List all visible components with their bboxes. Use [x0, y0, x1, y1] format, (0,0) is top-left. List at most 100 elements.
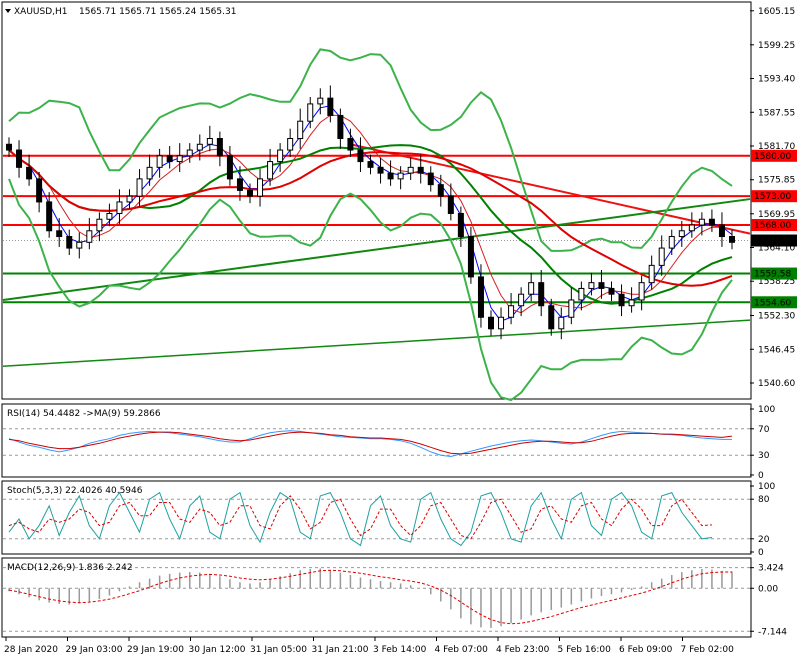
candle-body [66, 236, 73, 249]
macd-signal-line [8, 569, 732, 625]
candle-body [437, 184, 444, 197]
candle-body [397, 172, 404, 180]
candle-body [16, 149, 23, 168]
candle-body [337, 114, 344, 140]
dropdown-triangle-icon[interactable] [5, 9, 11, 13]
time-tick-label: 31 Jan 05:00 [250, 645, 307, 655]
level-label-box [751, 149, 797, 162]
candle-body [36, 178, 43, 203]
candle-body [688, 224, 695, 232]
price-tick-label: 1569.95 [758, 210, 795, 220]
level-label: 100 [758, 405, 775, 415]
time-tick-label: 4 Feb 07:00 [435, 645, 489, 655]
rsi-line [8, 430, 732, 458]
candle-body [447, 195, 454, 214]
level-label: 1559.58 [754, 270, 791, 280]
macd-title: MACD(12,26,9) 1.836 2.242 [7, 563, 133, 573]
level-label-box [751, 267, 797, 280]
candle-body [86, 230, 93, 243]
price-axis: 1605.15 1599.25 1593.40 1587.55 1581.70 1575.… [750, 7, 795, 389]
level-label: 0 [758, 471, 764, 481]
candle-body [558, 316, 565, 330]
candle-body [488, 316, 494, 330]
candle-body [498, 316, 505, 330]
time-tick-label: 29 Jan 19:00 [127, 645, 184, 655]
price-tick-label: 1575.85 [758, 176, 795, 186]
candle-body [729, 236, 735, 243]
candle-body [518, 293, 525, 307]
time-tick-label: 3 Feb 14:00 [373, 645, 427, 655]
candle-body [76, 241, 83, 249]
red-trendline [350, 143, 751, 235]
stochastic-layer: 100 80 20 0 [3, 482, 775, 558]
candle-body [46, 201, 53, 232]
level-label: 100 [758, 482, 775, 492]
candle-body [196, 143, 203, 151]
candle-body [407, 166, 414, 174]
candle-body [618, 293, 625, 307]
candle-body [327, 97, 334, 116]
price-tick-label: 1599.25 [758, 41, 795, 51]
stoch-k-line [8, 491, 712, 547]
level-label: 80 [758, 495, 770, 505]
candle-body [287, 138, 294, 151]
candle-body [116, 201, 123, 214]
time-tick-label: 31 Jan 21:00 [312, 645, 369, 655]
macd-panel-frame [1, 557, 752, 638]
candle-body [648, 264, 655, 284]
candle-body [106, 212, 113, 220]
candle-body [708, 218, 715, 226]
symbol-title: XAUUSD,H1 [14, 7, 68, 17]
bollinger-upper [8, 48, 733, 252]
rsi-ma-line [8, 431, 733, 455]
level-label: 3.424 [758, 564, 784, 574]
candle-body [588, 282, 595, 289]
current-price-label: 1565.31 [754, 237, 791, 247]
level-label: 30 [758, 451, 770, 461]
level-label: 0.00 [758, 584, 778, 594]
price-tick-label: 1546.45 [758, 345, 795, 355]
time-tick-label: 5 Feb 16:00 [558, 645, 612, 655]
candle-body [307, 103, 314, 122]
stoch-title: Stoch(5,3,3) 22.4026 40.5946 [7, 486, 143, 496]
price-tick-label: 1540.60 [758, 379, 795, 389]
candle-body [528, 282, 535, 295]
rsi-layer: 100 70 30 0 [3, 405, 775, 481]
candle-body [508, 305, 515, 318]
level-label: 1568.00 [754, 221, 791, 231]
candle-body [668, 236, 675, 249]
price-chart-layer [2, 48, 751, 402]
green-trendline-lower [2, 319, 751, 368]
candle-body [226, 155, 233, 180]
candle-body [56, 230, 63, 238]
candle-body [628, 299, 635, 307]
candle-body [136, 178, 143, 197]
candle-body [146, 166, 153, 180]
level-label-box [751, 296, 797, 309]
candle-body [678, 230, 685, 238]
candle-body [6, 143, 12, 151]
candle-body [718, 224, 725, 238]
macd-layer: 3.424 0.00 -7.144 [3, 564, 787, 637]
candle-body [186, 149, 193, 157]
level-label: 1580.00 [754, 152, 791, 162]
time-tick-label: 6 Feb 09:00 [619, 645, 673, 655]
time-tick-label: 7 Feb 02:00 [681, 645, 735, 655]
level-label: 20 [758, 535, 770, 545]
candle-body [457, 212, 464, 238]
candle-body [608, 287, 615, 295]
price-tick-label: 1552.30 [758, 312, 795, 322]
candle-body [216, 138, 223, 157]
candle-body [538, 282, 545, 307]
price-tick-label: 1605.15 [758, 7, 795, 17]
candle-body [698, 218, 705, 226]
price-tick-label: 1558.25 [758, 277, 795, 287]
time-tick-label: 4 Feb 23:00 [496, 645, 550, 655]
candle-body [598, 282, 605, 289]
candle-body [377, 166, 384, 174]
price-tick-label: 1593.40 [758, 75, 795, 85]
level-label: 1573.00 [754, 192, 791, 202]
time-tick-label: 30 Jan 12:00 [189, 645, 246, 655]
candle-body [257, 178, 264, 197]
